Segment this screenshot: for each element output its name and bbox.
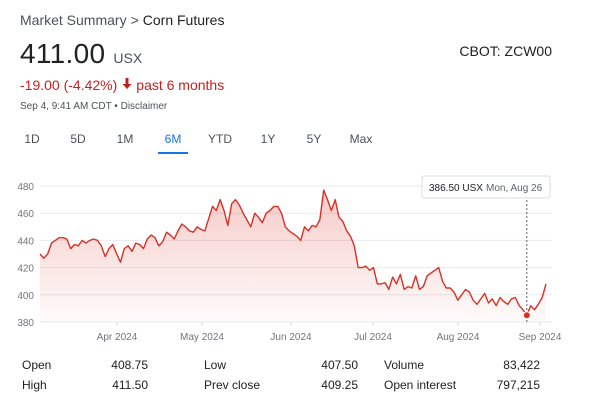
current-price: 411.00 (20, 38, 106, 69)
tab-1m[interactable]: 1M (116, 132, 134, 146)
tab-5y[interactable]: 5Y (306, 132, 322, 146)
y-tick-label: 440 (17, 236, 34, 247)
stat-open-label: Open (22, 358, 52, 372)
price-row: 411.00 USX (20, 38, 142, 70)
x-tick-label: Sep 2024 (519, 332, 562, 343)
tab-5d[interactable]: 5D (70, 132, 86, 146)
down-arrow-icon (122, 78, 132, 92)
x-tick-label: May 2024 (180, 332, 224, 343)
stat-volume-value: 83,422 (503, 358, 540, 372)
change-period: past 6 months (136, 77, 225, 93)
tab-max[interactable]: Max (349, 132, 373, 146)
price-change: -19.00 (-4.42%) past 6 months (20, 77, 224, 93)
breadcrumb-current: Corn Futures (142, 12, 225, 28)
disclaimer-link[interactable]: Disclaimer (120, 101, 168, 112)
ticker-symbol: CBOT: ZCW00 (459, 43, 552, 59)
tooltip-date: Mon, Aug 26 (486, 183, 543, 194)
stat-high-value: 411.50 (112, 378, 148, 392)
y-tick-label: 480 (17, 182, 34, 193)
tab-6m[interactable]: 6M (158, 126, 188, 154)
x-tick-label: Jul 2024 (354, 332, 392, 343)
tab-ytd[interactable]: YTD (208, 132, 232, 146)
tab-1d[interactable]: 1D (24, 132, 40, 146)
price-area (40, 190, 546, 322)
price-line (39, 189, 547, 316)
stat-open-interest-label: Open interest (384, 378, 457, 392)
x-tick-label: Aug 2024 (437, 332, 480, 343)
tooltip-value: 386.50 USX (429, 183, 483, 194)
stats-table: Open 408.75 High 411.50 Low 407.50 Prev … (22, 358, 582, 398)
stat-prev-close-value: 409.25 (321, 378, 358, 392)
x-tick-label: Apr 2024 (97, 332, 138, 343)
stat-low-value: 407.50 (321, 358, 358, 372)
timestamp: Sep 4, 9:41 AM CDT (20, 101, 112, 112)
price-chart[interactable]: 480 460 440 420 400 380 Apr 2024 May 2024 Jun 20… (0, 172, 600, 352)
stat-high-label: High (22, 378, 47, 392)
timestamp-line: Sep 4, 9:41 AM CDT • Disclaimer (20, 101, 167, 112)
separator-dot: • (111, 101, 121, 112)
breadcrumb-separator: > (130, 12, 139, 28)
tooltip-box (421, 175, 551, 199)
breadcrumb-market-summary-link[interactable]: Market Summary (20, 12, 127, 28)
stat-open-interest-value: 797,215 (496, 378, 540, 392)
y-tick-label: 380 (17, 318, 34, 329)
hover-point (522, 311, 531, 320)
x-tick-label: Jun 2024 (270, 332, 312, 343)
y-tick-label: 460 (17, 209, 34, 220)
stat-prev-close-label: Prev close (204, 378, 261, 392)
stat-open-value: 408.75 (111, 358, 148, 372)
y-tick-label: 400 (17, 291, 34, 302)
change-value: -19.00 (-4.42%) (20, 77, 118, 93)
price-currency: USX (113, 50, 143, 66)
stat-low-label: Low (204, 358, 227, 372)
tab-1y[interactable]: 1Y (260, 132, 276, 146)
y-tick-label: 420 (17, 264, 34, 275)
stat-volume-label: Volume (384, 358, 425, 372)
breadcrumb: Market Summary > Corn Futures (20, 12, 224, 28)
